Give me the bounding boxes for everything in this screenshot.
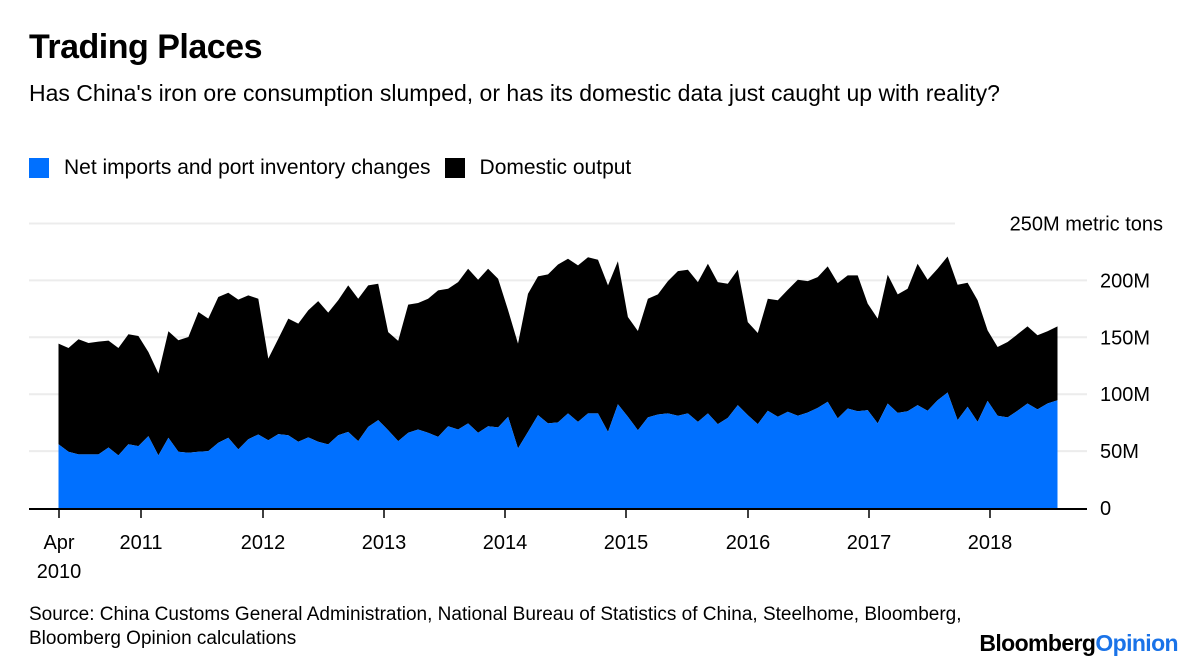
legend-label-domestic-output: Domestic output <box>479 156 632 179</box>
brand-bloomberg: Bloomberg <box>979 630 1096 656</box>
x-tick-label: 2014 <box>483 532 528 554</box>
y-tick-label: 150M <box>1100 327 1150 349</box>
x-tick-label: 2017 <box>847 532 892 554</box>
x-tick-label: 2016 <box>726 532 771 554</box>
brand-opinion: Opinion <box>1095 630 1178 656</box>
x-tick-label: 2011 <box>119 532 162 554</box>
y-tick-label: 50M <box>1100 441 1139 463</box>
x-tick-label: 2018 <box>968 532 1013 554</box>
bloomberg-opinion-logo: BloombergOpinion <box>979 630 1178 657</box>
legend-item-net-imports: Net imports and port inventory changes <box>29 156 431 180</box>
x-tick-label: Apr <box>43 532 74 554</box>
legend-swatch-domestic-output <box>444 158 465 178</box>
x-tick-label: 2012 <box>241 532 286 554</box>
area-domestic-output <box>58 256 1058 456</box>
x-axis <box>29 508 1087 518</box>
legend-item-domestic-output: Domestic output <box>444 156 632 180</box>
y-tick-label: 200M <box>1100 270 1150 292</box>
y-axis-labels: 0 50M 100M 150M 200M 250M metric tons <box>1010 214 1163 521</box>
legend-swatch-net-imports <box>29 158 49 178</box>
chart-title: Trading Places <box>29 28 263 66</box>
legend: Net imports and port inventory changes D… <box>29 156 645 180</box>
y-tick-label: 0 <box>1100 498 1111 520</box>
y-tick-label: 250M metric tons <box>1010 214 1163 236</box>
legend-label-net-imports: Net imports and port inventory changes <box>64 156 431 179</box>
chart-subtitle: Has China's iron ore consumption slumped… <box>29 80 1000 106</box>
x-tick-label-year: 2010 <box>37 561 82 583</box>
source-note: Source: China Customs General Administra… <box>29 604 962 649</box>
x-axis-labels: Apr 2010 2011 2012 2013 2014 2015 2016 2017 2018 <box>37 532 1013 583</box>
areas <box>58 256 1058 508</box>
y-tick-label: 100M <box>1100 384 1150 406</box>
x-tick-label: 2015 <box>604 532 649 554</box>
area-net-imports <box>58 392 1058 508</box>
x-tick-label: 2013 <box>362 532 407 554</box>
